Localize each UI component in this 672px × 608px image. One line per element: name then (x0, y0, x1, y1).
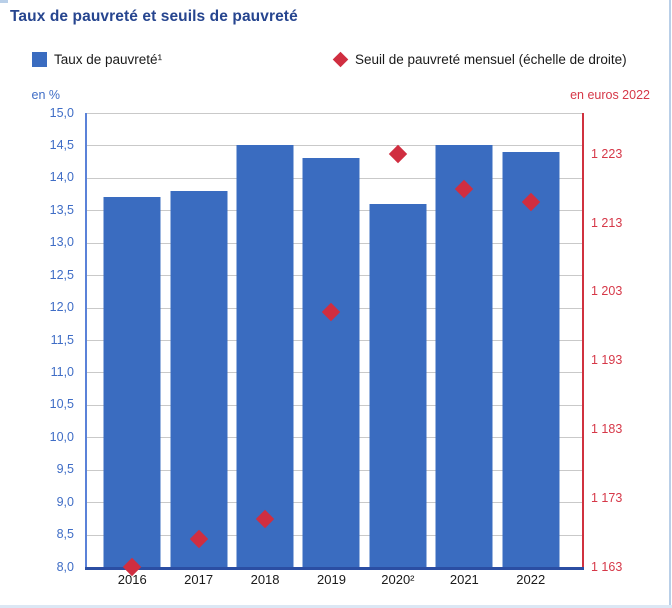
left-tick-label: 11,5 (50, 332, 74, 347)
page-edge-right-decoration (668, 0, 671, 608)
year-label: 2018 (250, 572, 280, 587)
category-slot (498, 113, 564, 567)
left-tick-label: 10,0 (49, 429, 74, 444)
legend-item-seuil: Seuil de pauvreté mensuel (échelle de dr… (332, 51, 627, 68)
category-slot (165, 113, 231, 567)
year-label: 2021 (449, 572, 479, 587)
left-axis-line (85, 113, 87, 567)
left-tick-label: 14,5 (49, 137, 74, 152)
left-tick-label: 8,0 (56, 559, 74, 574)
year-label: 2016 (117, 572, 147, 587)
category-slot (298, 113, 364, 567)
right-tick-label: 1 203 (591, 284, 623, 299)
left-tick-label: 12,0 (49, 300, 74, 315)
seuil-marker-2020² (388, 145, 408, 164)
left-tick-label: 13,5 (49, 202, 74, 217)
year-label: 2022 (516, 572, 546, 587)
page-corner-topleft-decoration (0, 0, 8, 3)
bottom-axis-line (85, 567, 584, 570)
bar-2018 (236, 145, 294, 567)
year-label: 2017 (184, 572, 214, 587)
left-tick-label: 12,5 (49, 267, 74, 282)
right-tick-label: 1 213 (591, 215, 623, 230)
diamond-series-swatch (332, 51, 349, 68)
right-tick-label: 1 163 (591, 559, 623, 574)
category-slot (431, 113, 497, 567)
category-slot (99, 113, 165, 577)
right-tick-label: 1 183 (591, 421, 623, 436)
right-axis-ticks: 1 223 1 213 1 203 1 193 1 183 1 173 1 163 (591, 113, 661, 574)
gridline (87, 145, 582, 147)
chart-title: Taux de pauvreté et seuils de pauvreté (10, 8, 298, 25)
left-axis-ticks: 15,0 14,5 14,0 13,5 13,0 12,5 12,0 11,5 11,0 10,5… (0, 106, 74, 574)
diamond-series-label: Seuil de pauvreté mensuel (échelle de dr… (355, 52, 627, 67)
bar-2022 (502, 151, 560, 567)
bar-2017 (170, 190, 228, 567)
left-tick-label: 9,5 (56, 462, 74, 477)
left-tick-label: 10,5 (49, 397, 74, 412)
plot-area (85, 113, 584, 577)
right-tick-label: 1 193 (591, 353, 623, 368)
year-label: 2019 (317, 572, 346, 587)
bar-series-swatch (32, 52, 47, 67)
left-tick-label: 13,0 (49, 235, 74, 250)
gridline (87, 113, 582, 114)
bar-2019 (302, 158, 360, 567)
right-axis-line (582, 113, 584, 567)
left-tick-label: 15,0 (49, 105, 74, 120)
year-label: 2020² (381, 572, 415, 587)
bar-2021 (435, 145, 493, 567)
bar-2016 (103, 197, 161, 567)
bar-series-label: Taux de pauvreté¹ (54, 52, 163, 67)
left-tick-label: 11,0 (50, 364, 74, 379)
bar-2020² (369, 203, 427, 567)
left-tick-label: 9,0 (56, 494, 74, 509)
right-tick-label: 1 173 (591, 490, 623, 505)
category-slot (232, 113, 298, 567)
right-axis-unit: en euros 2022 (570, 88, 650, 102)
category-slot (365, 113, 431, 567)
page-edge-bottom-decoration (0, 605, 672, 608)
bar-slots (99, 113, 564, 577)
left-axis-unit: en % (31, 88, 61, 102)
left-tick-label: 14,0 (49, 170, 74, 185)
left-tick-label: 8,5 (56, 527, 74, 542)
legend-item-taux: Taux de pauvreté¹ (32, 52, 162, 67)
right-tick-label: 1 223 (591, 146, 623, 161)
x-axis-year-labels: 2016 2017 2018 2019 2020² 2021 2022 (99, 572, 564, 587)
